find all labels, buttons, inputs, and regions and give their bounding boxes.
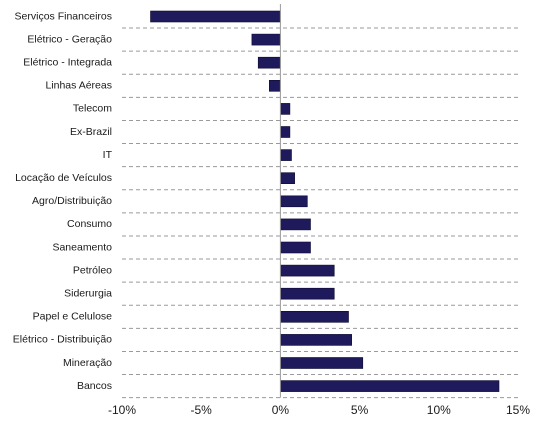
category-label: Agro/Distribuição [32,195,112,207]
category-labels: Serviços Financeiros Elétrico - Geração El… [13,10,113,392]
x-tick-label: 15% [506,403,530,417]
bar [280,172,295,184]
category-label: Ex-Brazil [70,126,112,138]
category-label: Petróleo [73,264,112,276]
category-label: Serviços Financeiros [15,10,112,22]
bar [150,10,281,23]
category-label: Consumo [67,218,112,230]
bar [257,56,281,69]
grid-lines [122,27,518,399]
bar [280,103,291,115]
bar [280,218,311,231]
bar [280,126,291,138]
category-label: Locação de Veículos [15,172,112,184]
category-label: Elétrico - Distribuição [13,334,112,346]
x-tick-label: -5% [191,403,213,417]
bar [280,334,352,346]
category-label: Telecom [73,103,112,115]
bar [280,310,349,323]
bar [280,357,364,369]
bar [280,241,311,254]
bar [280,287,335,300]
category-label: Elétrico - Geração [27,33,112,45]
category-label: Bancos [77,380,112,392]
category-label: IT [103,149,113,161]
bars [150,10,500,392]
category-label: Papel e Celulose [33,311,113,323]
category-label: Elétrico - Integrada [23,56,112,68]
x-tick-label: 0% [272,403,290,417]
x-tick-label: 5% [351,403,369,417]
category-label: Saneamento [52,241,112,253]
bar [280,264,335,277]
x-tick-labels: -10% -5% 0% 5% 10% 15% [108,403,530,417]
category-label: Mineração [63,357,112,369]
bar [280,149,292,161]
category-label: Siderurgia [64,287,112,299]
bar [251,33,281,46]
bar [280,380,500,392]
bar [280,195,308,208]
x-tick-label: -10% [108,403,136,417]
x-tick-label: 10% [427,403,451,417]
category-label: Linhas Aéreas [45,80,112,92]
bar [269,80,281,92]
